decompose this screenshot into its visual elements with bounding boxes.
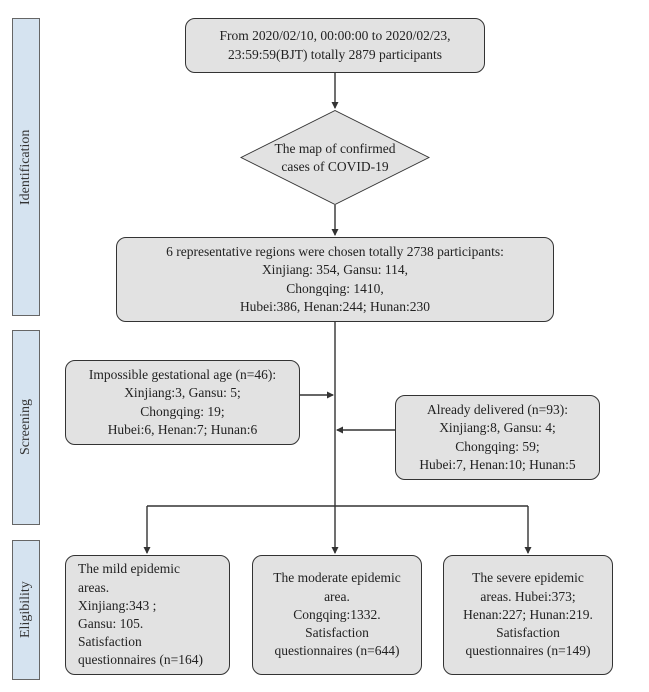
stage-label-text: Eligibility <box>18 582 34 639</box>
screen-left-line3: Chongqing: 19; <box>140 403 224 421</box>
eligibility-severe-box: The severe epidemic areas. Hubei:373; He… <box>443 555 613 675</box>
stage-label-text: Screening <box>18 400 34 456</box>
top-line1: From 2020/02/10, 00:00:00 to 2020/02/23, <box>219 27 450 45</box>
eligibility-moderate-box: The moderate epidemic area. Congqing:133… <box>252 555 422 675</box>
screen-left-line4: Hubei:6, Henan:7; Hunan:6 <box>108 421 258 439</box>
elig-right-line4: Satisfaction <box>496 624 560 642</box>
elig-left-line3: Xinjiang:343 ; <box>78 597 156 615</box>
eligibility-mild-box: The mild epidemic areas. Xinjiang:343 ; … <box>65 555 230 675</box>
screen-right-line4: Hubei:7, Henan:10; Hunan:5 <box>419 456 575 474</box>
elig-left-line1: The mild epidemic <box>78 560 180 578</box>
elig-mid-line5: questionnaires (n=644) <box>275 642 400 660</box>
screen-right-line3: Chongqing: 59; <box>455 438 539 456</box>
elig-left-line2: areas. <box>78 579 109 597</box>
elig-right-line1: The severe epidemic <box>472 569 584 587</box>
elig-right-line3: Henan:227; Hunan:219. <box>463 606 593 624</box>
elig-left-line4: Gansu: 105. <box>78 615 143 633</box>
elig-mid-line3: Congqing:1332. <box>293 606 380 624</box>
stage-eligibility: Eligibility <box>12 540 40 680</box>
regions-line3: Chongqing: 1410, <box>286 280 384 298</box>
diamond-line2: cases of COVID-19 <box>274 158 395 176</box>
stage-screening: Screening <box>12 330 40 525</box>
diamond-line1: The map of confirmed <box>274 140 395 158</box>
screen-left-line2: Xinjiang:3, Gansu: 5; <box>124 384 241 402</box>
screening-left-box: Impossible gestational age (n=46): Xinji… <box>65 360 300 445</box>
elig-left-line5: Satisfaction <box>78 633 142 651</box>
stage-label-text: Identification <box>18 129 34 204</box>
top-participants-box: From 2020/02/10, 00:00:00 to 2020/02/23,… <box>185 18 485 73</box>
stage-identification: Identification <box>12 18 40 316</box>
elig-right-line5: questionnaires (n=149) <box>466 642 591 660</box>
elig-right-line2: areas. Hubei:373; <box>480 588 575 606</box>
covid-map-diamond: The map of confirmed cases of COVID-19 <box>240 110 430 205</box>
elig-left-line6: questionnaires (n=164) <box>78 651 203 669</box>
regions-box: 6 representative regions were chosen tot… <box>116 237 554 322</box>
top-line2: 23:59:59(BJT) totally 2879 participants <box>228 46 442 64</box>
screening-right-box: Already delivered (n=93): Xinjiang:8, Ga… <box>395 395 600 480</box>
screen-left-line1: Impossible gestational age (n=46): <box>89 366 276 384</box>
elig-mid-line4: Satisfaction <box>305 624 369 642</box>
screen-right-line1: Already delivered (n=93): <box>427 401 568 419</box>
regions-line2: Xinjiang: 354, Gansu: 114, <box>262 261 408 279</box>
regions-line4: Hubei:386, Henan:244; Hunan:230 <box>240 298 430 316</box>
screen-right-line2: Xinjiang:8, Gansu: 4; <box>439 419 556 437</box>
regions-line1: 6 representative regions were chosen tot… <box>166 243 504 261</box>
elig-mid-line1: The moderate epidemic <box>273 569 400 587</box>
elig-mid-line2: area. <box>324 588 350 606</box>
